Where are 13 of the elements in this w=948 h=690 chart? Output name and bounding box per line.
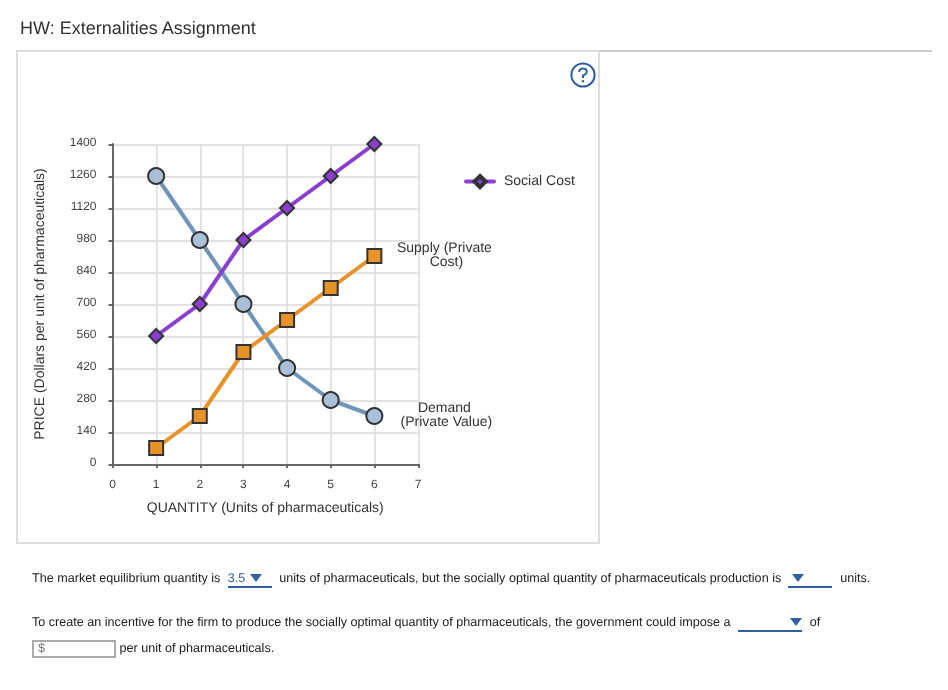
point (191, 296, 208, 312)
point (366, 248, 383, 264)
chart-title: HW: Externalities Assignment (18, 16, 258, 38)
point (235, 344, 252, 360)
point (322, 280, 339, 296)
point (148, 440, 165, 456)
point (279, 200, 296, 216)
point (279, 312, 296, 328)
point (235, 232, 252, 248)
point (191, 408, 208, 424)
point (148, 328, 165, 344)
point (322, 168, 339, 184)
point (366, 136, 383, 152)
